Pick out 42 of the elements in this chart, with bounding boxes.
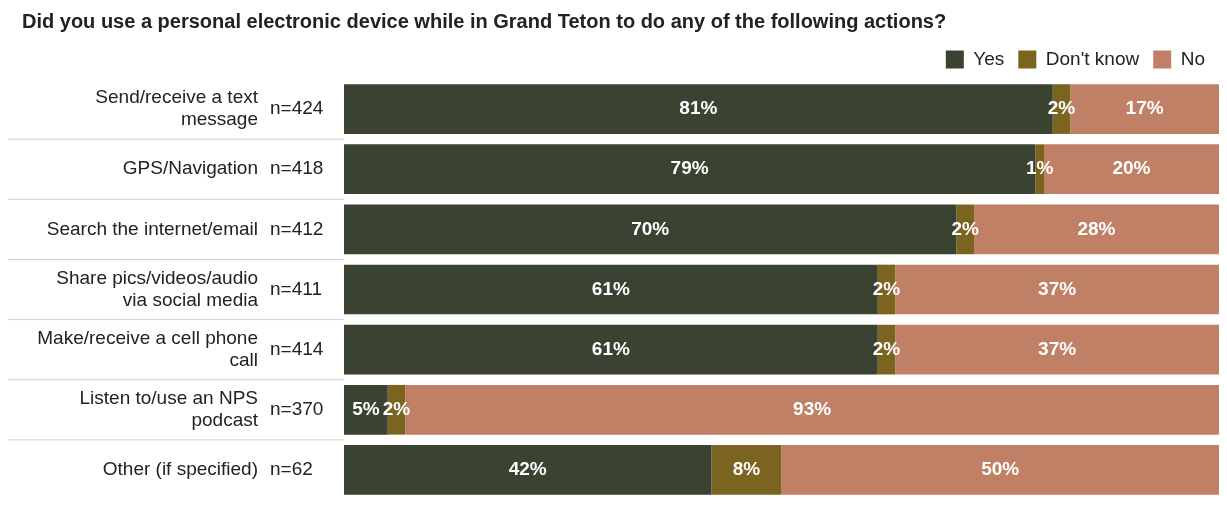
data-label: 70% xyxy=(631,217,670,239)
text: n=411 xyxy=(270,277,322,299)
y-tick-label: Search the internet/email xyxy=(46,217,258,239)
y-tick-label: Send/receive a text message xyxy=(95,86,259,130)
y-tick-label: Listen to/use an NPS podcast xyxy=(79,387,259,431)
text: n=418 xyxy=(270,157,324,179)
data-label: 50% xyxy=(981,458,1020,480)
legend-label: No xyxy=(1180,47,1206,69)
bar xyxy=(344,445,712,495)
data-label: 37% xyxy=(1038,337,1077,359)
y-tick-label: GPS/Navigation xyxy=(122,157,258,179)
data-label: 42% xyxy=(508,458,547,480)
data-label: 2% xyxy=(382,398,411,420)
data-label: 20% xyxy=(1112,157,1151,179)
y-tick-label: Share pics/videos/audio via social media xyxy=(56,266,259,310)
data-label: 2% xyxy=(872,277,901,299)
data-label: 5% xyxy=(352,398,380,420)
data-label: 81% xyxy=(679,97,718,119)
text: n=424 xyxy=(270,97,324,119)
data-label: 8% xyxy=(732,458,761,480)
data-label: 79% xyxy=(670,157,709,179)
data-label: 93% xyxy=(793,398,832,420)
chart-title: Did you use a personal electronic device while in Grand Teton to do any of the following actions? xyxy=(22,9,947,32)
data-label: 28% xyxy=(1077,217,1116,239)
text: n=412 xyxy=(270,217,324,239)
legend-label: Don't know xyxy=(1045,47,1140,69)
bar xyxy=(781,445,1219,495)
data-label: 2% xyxy=(951,217,980,239)
y-tick-label: Other (if specified) xyxy=(102,458,258,480)
legend-label: Yes xyxy=(973,47,1005,69)
data-label: 2% xyxy=(872,337,901,359)
data-label: 37% xyxy=(1038,277,1077,299)
y-tick-label: Make/receive a cell phone call xyxy=(37,326,258,370)
data-label: 61% xyxy=(591,337,630,359)
data-label: 2% xyxy=(1047,97,1076,119)
data-label: 17% xyxy=(1125,97,1164,119)
bar xyxy=(711,445,782,495)
text: n=62 xyxy=(270,458,313,480)
data-label: 1% xyxy=(1025,157,1054,179)
data-label: 61% xyxy=(591,277,630,299)
text: n=414 xyxy=(270,337,324,359)
text: n=370 xyxy=(270,398,324,420)
